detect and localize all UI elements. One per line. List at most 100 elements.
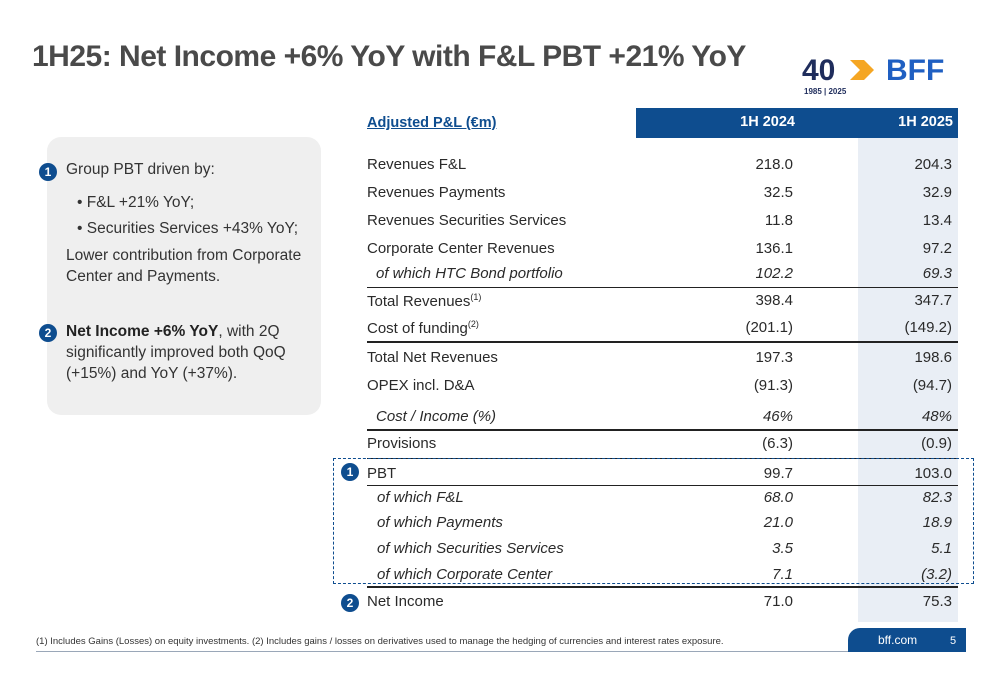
row-value-2025: (0.9) [921,435,952,452]
callout-panel [47,137,321,415]
row-value-2025: (3.2) [921,566,952,583]
row-value-2025: 5.1 [931,540,952,557]
callout-1-bullet-2: • Securities Services +43% YoY; [77,220,299,237]
row-value-2024: 99.7 [763,465,793,482]
row-value-2025: (149.2) [904,319,952,336]
row-value-2024: 197.3 [755,349,793,366]
table-row: Corporate Center Revenues 136.1 97.2 [367,237,958,263]
table-row: Revenues Securities Services 11.8 13.4 [367,209,958,235]
row-label: Net Income [367,593,444,610]
row-label: Total Revenues(1) [367,292,482,310]
page-number: 5 [950,635,957,647]
current-period-column-shade [858,138,958,622]
row-divider [367,341,958,343]
row-label: Revenues F&L [367,156,467,173]
bff-40-logo: 40 BFF 1985 | 2025 [802,52,967,100]
footer-divider [36,651,966,652]
callout-number-1: 1 [39,163,57,181]
table-row: of which HTC Bond portfolio 102.2 69.3 [367,262,958,288]
callout-1-bullet-1-text: F&L +21% YoY; [86,194,195,211]
row-value-2025: 18.9 [922,514,952,531]
row-value-2025: 48% [921,408,952,425]
table-row: of which Securities Services 3.5 5.1 [367,537,958,563]
row-divider [367,586,958,588]
row-value-2024: 398.4 [755,292,793,309]
row-value-2024: 102.2 [755,265,793,282]
table-row: Total Revenues(1) 398.4 347.7 [367,289,958,315]
row-value-2025: 347.7 [914,292,952,309]
row-value-2025: 97.2 [922,240,952,257]
row-value-2024: 136.1 [755,240,793,257]
row-value-2025: 82.3 [922,489,952,506]
row-value-2025: 75.3 [922,593,952,610]
row-label: Revenues Securities Services [367,212,567,229]
row-value-2024: 218.0 [755,156,793,173]
logo-anniversary: 40 [802,54,835,86]
row-value-2025: 204.3 [914,156,952,173]
callout-2-bold: Net Income +6% YoY [66,323,219,340]
row-label: Cost / Income (%) [376,408,497,425]
row-divider [367,485,958,486]
table-row: Provisions (6.3) (0.9) [367,432,958,458]
pbt-highlight-box [333,458,974,584]
pbt-marker-badge: 1 [341,463,359,481]
row-label: Corporate Center Revenues [367,240,555,257]
footnote: (1) Includes Gains (Losses) on equity in… [36,636,724,647]
row-value-2024: 68.0 [763,489,793,506]
table-row: Cost / Income (%) 46% 48% [367,405,958,431]
row-value-2024: (91.3) [753,377,793,394]
row-value-2025: (94.7) [912,377,952,394]
row-label: Total Net Revenues [367,349,498,366]
row-label: Cost of funding(2) [367,319,479,337]
table-header-1h-2024: 1H 2024 [740,114,795,130]
row-value-2025: 198.6 [914,349,952,366]
row-value-2025: 69.3 [922,265,952,282]
row-divider [367,287,958,288]
row-value-2024: 3.5 [772,540,793,557]
row-value-2024: 32.5 [763,184,793,201]
page-title: 1H25: Net Income +6% YoY with F&L PBT +2… [32,40,746,73]
callout-2-rest: , with 2Q significantly improved both Qo… [66,323,286,382]
table-header-band [636,108,958,138]
footer-tab [848,628,966,652]
table-row-net-income: Net Income 71.0 75.3 [367,590,958,616]
row-label: PBT [367,465,397,482]
row-label: OPEX incl. D&A [367,377,475,394]
table-header-label: Adjusted P&L (€m) [367,115,497,131]
row-value-2024: (201.1) [745,319,793,336]
table-header-1h-2025: 1H 2025 [898,114,953,130]
footer-site-link[interactable]: bff.com [878,633,918,647]
row-value-2024: 21.0 [763,514,793,531]
row-value-2025: 103.0 [914,465,952,482]
table-row: Revenues Payments 32.5 32.9 [367,181,958,207]
callout-number-2: 2 [39,324,57,342]
row-value-2024: 7.1 [772,566,793,583]
table-row-pbt: PBT 99.7 103.0 [367,462,958,488]
logo-years: 1985 | 2025 [804,87,847,96]
row-label: of which Payments [377,514,503,531]
logo-brand: BFF [886,54,944,86]
row-label: Revenues Payments [367,184,506,201]
row-divider [367,429,958,431]
table-row: Revenues F&L 218.0 204.3 [367,153,958,179]
callout-1-bullet-1: • F&L +21% YoY; [77,194,195,211]
net-income-marker-badge: 2 [341,594,359,612]
row-value-2025: 32.9 [922,184,952,201]
row-value-2024: 46% [762,408,793,425]
callout-1-heading: Group PBT driven by: [66,161,215,178]
callout-1-bullet-2-text: Securities Services +43% YoY; [86,220,299,237]
callout-2-text: Net Income +6% YoY, with 2Q significantl… [66,321,316,384]
table-row: of which Corporate Center 7.1 (3.2) [367,563,958,589]
table-row: Cost of funding(2) (201.1) (149.2) [367,316,958,342]
logo-chevron-icon [850,60,874,80]
row-label: of which Corporate Center [377,566,553,583]
row-label: of which F&L [377,489,464,506]
row-value-2025: 13.4 [922,212,952,229]
row-value-2024: 11.8 [764,212,793,229]
table-row: of which Payments 21.0 18.9 [367,511,958,537]
row-value-2024: (6.3) [762,435,793,452]
table-row: OPEX incl. D&A (91.3) (94.7) [367,374,958,400]
row-label: of which Securities Services [377,540,564,557]
logo-mark-icon: 40 BFF [802,54,944,87]
table-row: of which F&L 68.0 82.3 [367,486,958,512]
